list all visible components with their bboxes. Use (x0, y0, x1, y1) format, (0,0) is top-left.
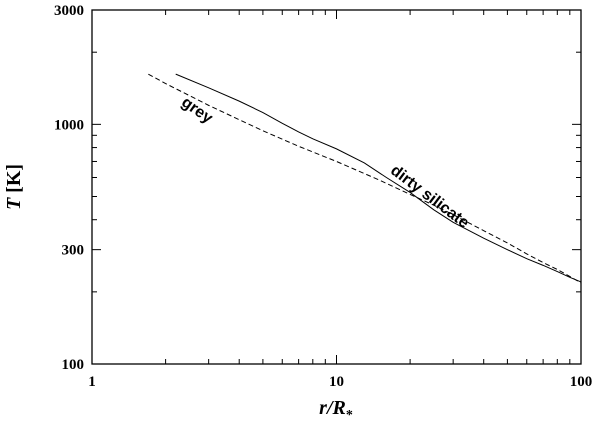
tick-marks (91, 9, 582, 365)
annotations-layer: grey dirty silicate (178, 94, 472, 232)
x-axis-title-subscript: * (346, 408, 353, 423)
x-axis-title-main: r/R (319, 397, 346, 419)
series-layer (148, 73, 582, 284)
y-axis-title-var: T (3, 197, 25, 210)
x-tick-label: 100 (570, 374, 593, 390)
x-axis-title: r/R* (319, 397, 353, 423)
x-tick-label: 1 (88, 374, 96, 390)
tick-labels: 1 10 100 100 300 1000 3000 (54, 3, 592, 390)
y-axis-title: T [K] (3, 164, 25, 210)
y-tick-label: 100 (62, 357, 85, 373)
y-tick-label: 3000 (54, 3, 84, 19)
x-tick-label: 10 (329, 374, 344, 390)
dirty-silicate-annotation: dirty silicate (387, 162, 472, 232)
y-tick-label: 1000 (54, 117, 84, 133)
grey-series-line (148, 73, 582, 284)
plot-frame (91, 9, 582, 365)
y-tick-label: 300 (62, 243, 85, 259)
grey-annotation: grey (178, 94, 216, 127)
dirty-silicate-series-line (175, 73, 582, 283)
y-axis-title-unit: [K] (3, 164, 25, 198)
